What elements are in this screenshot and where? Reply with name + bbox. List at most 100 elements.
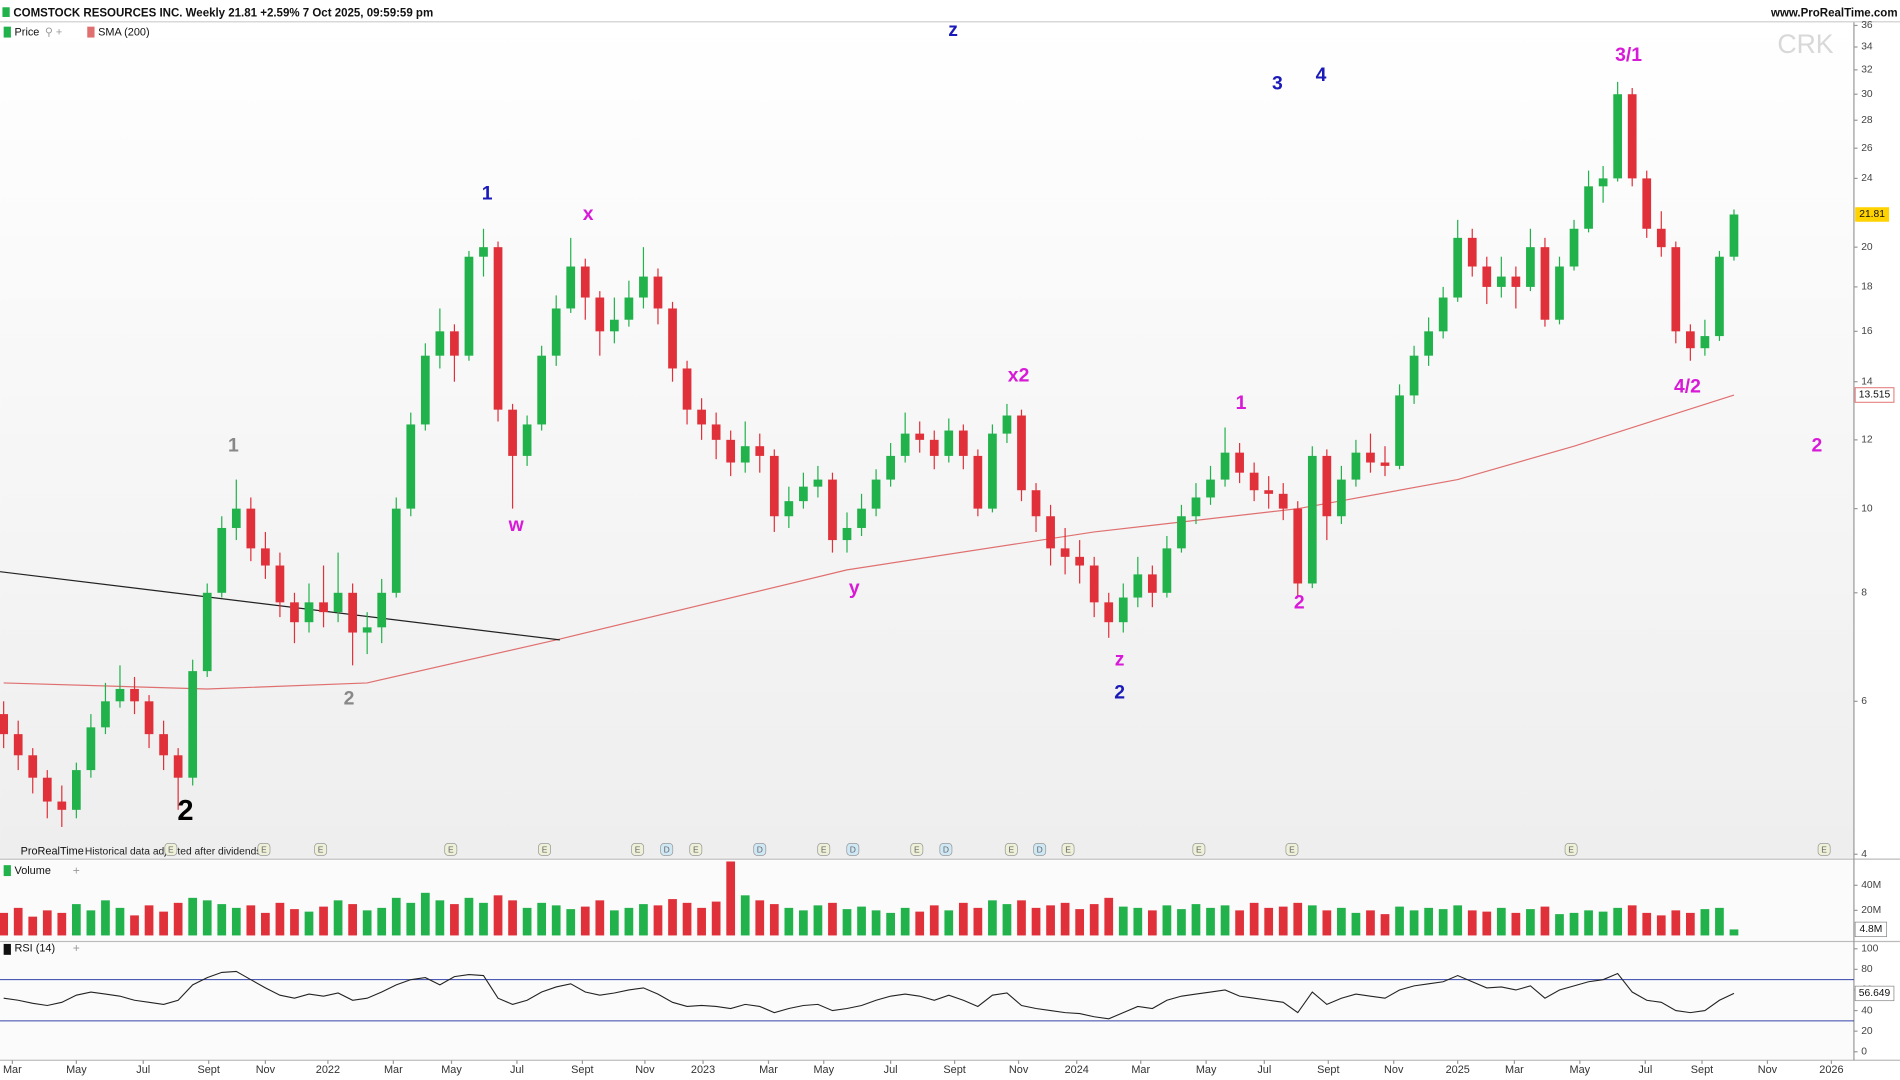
rsi-label[interactable]: RSI (14) — [15, 943, 56, 955]
volume-bar — [0, 912, 9, 936]
candle-body — [886, 455, 895, 480]
legend-sma[interactable]: SMA (200) — [98, 27, 149, 39]
volume-bar — [1380, 914, 1390, 936]
candle-body — [450, 331, 459, 356]
candle-body — [1191, 497, 1201, 517]
volume-bar — [799, 910, 808, 936]
candle-body — [1613, 94, 1623, 179]
volume-bar — [1206, 907, 1215, 936]
y-tick-label: 30 — [1861, 89, 1873, 100]
legend-swatch — [3, 26, 11, 38]
volume-bar — [1075, 909, 1085, 936]
candle-body — [1526, 247, 1535, 287]
x-tick-label: 2023 — [691, 1064, 715, 1076]
candle-body — [1482, 266, 1492, 287]
candle-body — [508, 409, 517, 456]
wave-label: 2 — [1294, 591, 1305, 613]
candle-body — [144, 701, 154, 735]
volume-bar — [246, 905, 256, 936]
candle-body — [406, 424, 416, 509]
volume-bar — [159, 911, 168, 936]
event-label: D — [943, 844, 949, 854]
candle-body — [1249, 472, 1259, 491]
rsi-tag-label: 56.649 — [1859, 988, 1891, 999]
volume-bar — [115, 907, 125, 936]
volume-bar — [522, 907, 532, 936]
icon[interactable]: ⚲ + — [45, 27, 62, 39]
candle-body — [1235, 452, 1244, 473]
y-tick-label: 24 — [1861, 173, 1873, 184]
candle-body — [1642, 178, 1652, 229]
volume-bar — [217, 904, 227, 936]
rsi-tick-label: 100 — [1861, 943, 1878, 954]
sma-line — [3, 394, 1735, 690]
event-marker — [164, 842, 178, 856]
volume-bar — [1409, 910, 1419, 936]
x-tick-label: 2024 — [1065, 1064, 1089, 1076]
candle-body — [57, 801, 67, 810]
volume-bar — [653, 905, 663, 936]
volume-bar — [1511, 912, 1521, 936]
volume-bar — [886, 912, 895, 936]
candle-body — [784, 501, 794, 517]
candle-body — [377, 592, 387, 628]
candle-body — [1206, 479, 1215, 498]
volume-bar — [551, 905, 561, 936]
wave-label: 3 — [1272, 72, 1283, 94]
candle-body — [1118, 597, 1128, 623]
event-label: D — [850, 844, 856, 854]
volume-bar — [1482, 911, 1492, 936]
volume-label[interactable]: Volume — [15, 865, 51, 877]
candle-body — [1307, 455, 1317, 584]
event-marker — [846, 842, 860, 856]
rsi-tick-label: 80 — [1861, 964, 1873, 975]
candle-body — [28, 755, 38, 778]
wave-label: w — [508, 514, 525, 536]
x-tick-label: Sept — [197, 1064, 219, 1076]
sma-tag — [1854, 387, 1895, 403]
wave-label: x — [583, 203, 594, 225]
x-tick-label: Jul — [1257, 1064, 1271, 1076]
candle-body — [566, 266, 576, 309]
event-marker — [689, 842, 703, 856]
volume-bar — [1293, 902, 1303, 936]
icon[interactable]: + — [73, 941, 80, 955]
volume-bar — [1177, 909, 1186, 936]
event-label: E — [448, 844, 454, 854]
volume-bar — [1060, 902, 1070, 936]
event-label: E — [635, 844, 641, 854]
x-tick-label: Mar — [384, 1064, 403, 1076]
price-tag — [1855, 207, 1890, 222]
volume-tick-label: 40M — [1861, 880, 1881, 891]
volume-bar — [1569, 912, 1579, 936]
candle-body — [740, 446, 750, 463]
candle-body — [799, 486, 808, 502]
volume-bar — [391, 897, 401, 936]
candle-body — [1569, 228, 1579, 267]
y-tick-label: 14 — [1861, 376, 1873, 387]
icon[interactable]: + — [73, 863, 80, 877]
volume-bar — [668, 899, 677, 936]
candle-body — [682, 368, 692, 410]
candle-body — [1555, 266, 1564, 320]
volume-bar — [1656, 915, 1666, 936]
candle-body — [1104, 602, 1114, 623]
legend-price[interactable]: Price — [15, 27, 40, 39]
candle-body — [493, 247, 503, 410]
candle-body — [1337, 479, 1346, 517]
x-tick-label: Mar — [1131, 1064, 1150, 1076]
volume-bar — [144, 905, 154, 936]
volume-bar — [915, 911, 925, 936]
candle-body — [479, 247, 488, 257]
volume-bar — [682, 902, 692, 936]
x-tick-label: Jul — [884, 1064, 898, 1076]
volume-bar — [479, 902, 488, 936]
candle-body — [188, 671, 198, 778]
volume-bar — [1395, 906, 1404, 936]
volume-bar — [1496, 907, 1506, 936]
volume-bar — [188, 897, 198, 936]
volume-bar — [1453, 905, 1463, 936]
volume-bar — [697, 907, 706, 936]
header-title: COMSTOCK RESOURCES INC. Weekly 21.81 +2.… — [13, 7, 433, 19]
y-tick-label: 6 — [1861, 696, 1867, 707]
